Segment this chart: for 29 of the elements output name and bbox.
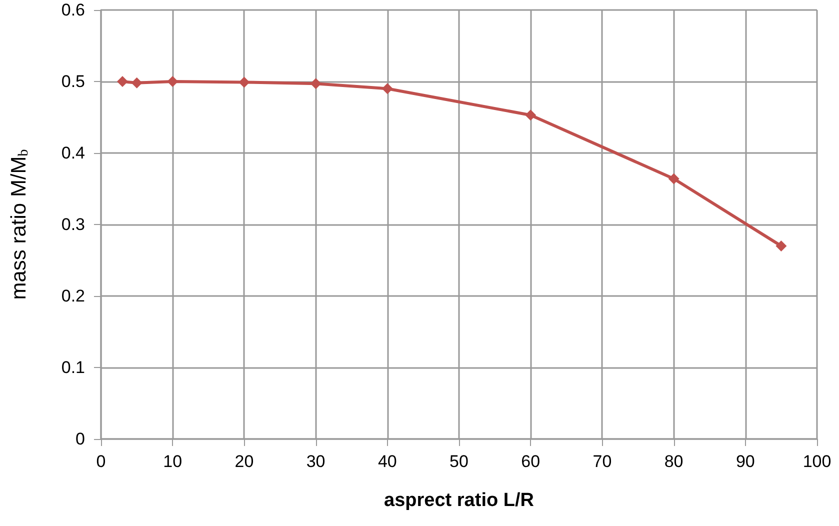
x-axis-title: asprect ratio L/R	[384, 490, 534, 511]
x-tick-label: 30	[306, 452, 326, 471]
point	[167, 76, 178, 87]
point	[116, 76, 128, 87]
y-tick-label: 0.1	[61, 358, 85, 377]
x-tick-label: 20	[234, 452, 254, 471]
x-tick-label: 60	[521, 452, 540, 471]
point	[525, 110, 536, 121]
point	[382, 83, 393, 94]
x-tick-label: 90	[736, 452, 755, 471]
x-tick-label: 0	[96, 452, 106, 471]
x-tick-label: 40	[378, 452, 397, 471]
y-axis-title: mass ratio M/Mb	[8, 149, 32, 300]
x-tick-label: 10	[163, 452, 182, 471]
point	[776, 240, 787, 252]
y-tick-label: 0.4	[61, 144, 85, 162]
x-tick-label: 100	[802, 452, 832, 471]
y-tick-label: 0.6	[61, 0, 85, 20]
x-tick-label: 70	[592, 452, 612, 471]
point	[238, 76, 250, 88]
y-tick-label: 0.2	[61, 286, 85, 306]
point	[668, 173, 680, 184]
x-tick-label: 50	[450, 452, 468, 471]
point	[310, 78, 322, 90]
x-tick-label: 80	[664, 452, 684, 471]
y-tick-label: 0	[76, 430, 85, 448]
y-tick-label: 0.5	[61, 72, 85, 91]
y-tick-label: 0.3	[61, 215, 85, 234]
point	[131, 77, 142, 88]
